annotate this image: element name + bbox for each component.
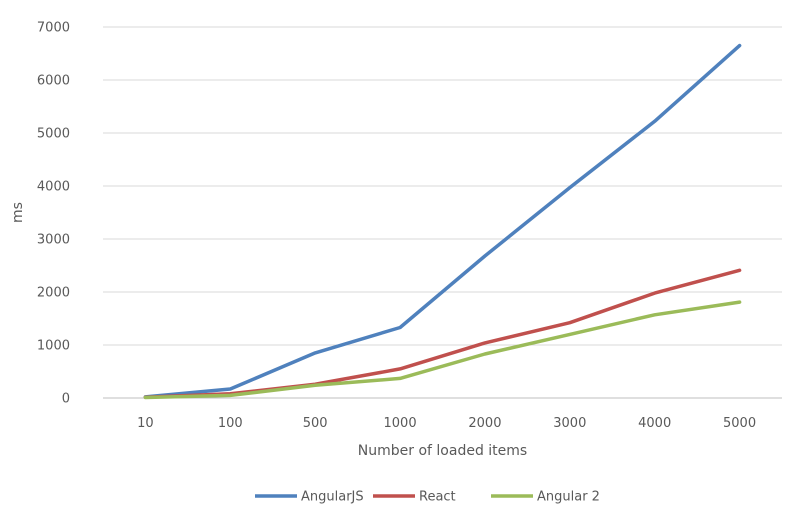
- y-tick-label: 0: [62, 392, 70, 407]
- legend-label: Angular 2: [537, 490, 600, 505]
- legend-item: AngularJS: [255, 490, 364, 505]
- series-line-react: [143, 268, 742, 399]
- x-tick-label: 5000: [723, 416, 756, 431]
- y-axis-title: ms: [10, 202, 26, 223]
- series-line-angular-2: [143, 300, 742, 400]
- legend-item: React: [373, 490, 456, 505]
- y-tick-label: 1000: [37, 339, 70, 354]
- y-tick-label: 5000: [37, 127, 70, 142]
- y-tick-label: 2000: [37, 286, 70, 301]
- series-lines: [143, 43, 742, 400]
- y-tick-label: 7000: [37, 21, 70, 36]
- y-tick-label: 6000: [37, 74, 70, 89]
- x-tick-label: 3000: [553, 416, 586, 431]
- y-tick-label: 4000: [37, 180, 70, 195]
- x-tick-label: 2000: [468, 416, 501, 431]
- series-line-angularjs: [143, 43, 742, 399]
- legend: AngularJS React Angular 2: [255, 490, 600, 505]
- gridlines: [103, 26, 782, 399]
- x-axis-title: Number of loaded items: [358, 443, 527, 459]
- x-tick-label: 100: [218, 416, 243, 431]
- x-tick-label: 4000: [638, 416, 671, 431]
- legend-label: React: [419, 490, 456, 505]
- legend-item: Angular 2: [491, 490, 600, 505]
- x-tick-label: 500: [303, 416, 328, 431]
- legend-label: AngularJS: [301, 490, 364, 505]
- y-tick-label: 3000: [37, 233, 70, 248]
- x-tick-label: 10: [137, 416, 154, 431]
- x-axis-ticks: 10 100 500 1000 2000 3000 4000 5000: [137, 416, 756, 431]
- x-tick-label: 1000: [384, 416, 417, 431]
- y-axis-ticks: 0 1000 2000 3000 4000 5000 6000 7000: [37, 21, 70, 407]
